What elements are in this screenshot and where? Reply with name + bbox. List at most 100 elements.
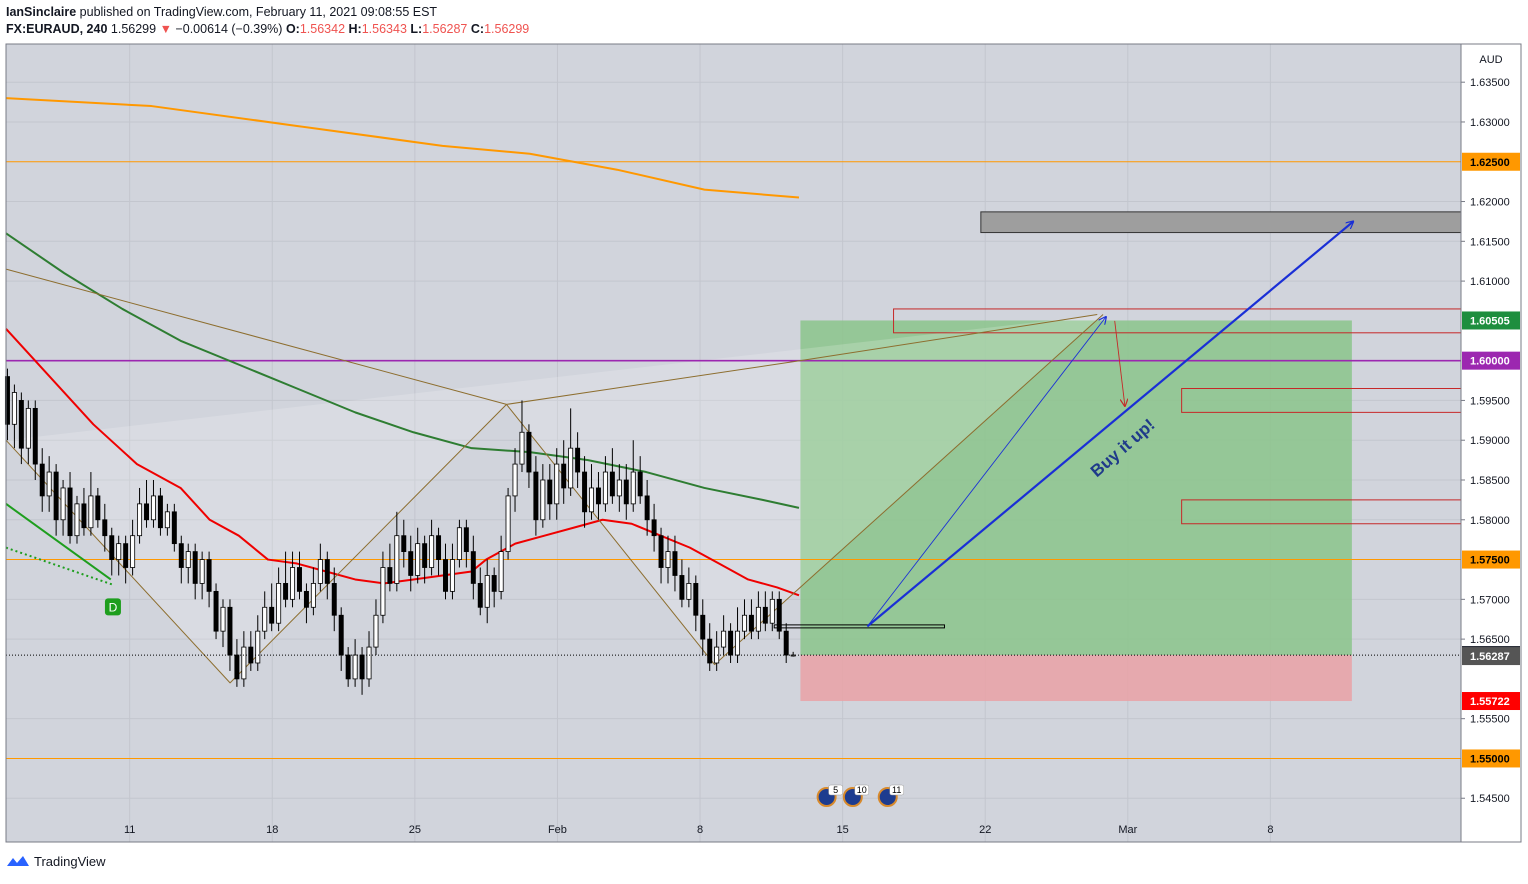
candle-body-15: [109, 535, 115, 560]
candle-body-74: [519, 431, 525, 465]
candle-body-112: [783, 630, 789, 656]
candle-body-56: [394, 535, 400, 584]
candle-body-79: [554, 463, 560, 505]
candle-body-49: [345, 654, 351, 680]
candle-body-46: [324, 559, 330, 584]
zigzag-line: [5, 268, 1098, 405]
event-count-badge-0: [828, 784, 843, 796]
candle-body-99: [693, 583, 699, 616]
candle-body-107: [748, 614, 754, 632]
divergence-marker-bg: [104, 598, 121, 616]
x-tick-label-0: 11: [124, 824, 135, 836]
candle-body-63: [443, 559, 448, 592]
candle-body-39: [276, 583, 282, 624]
candle-body-62: [436, 535, 442, 560]
chart-header: IanSinclaire published on TradingView.co…: [6, 4, 529, 40]
candle-body-88: [616, 479, 622, 497]
candle-body-106: [741, 614, 747, 632]
candle-body-103: [721, 630, 727, 648]
price-label-text-0: 1.62500: [1470, 157, 1510, 169]
candle-body-78: [547, 479, 553, 505]
price-label-bg-6: [1462, 692, 1520, 711]
footer-brand[interactable]: TradingView: [34, 853, 106, 869]
candle-body-65: [456, 527, 462, 560]
candle-body-105: [735, 630, 741, 656]
price-label-text-3: 1.57500: [1470, 555, 1510, 567]
x-tick-label-8: 8: [1267, 824, 1273, 836]
candle-body-96: [672, 551, 678, 576]
candle-body-24: [171, 511, 177, 545]
event-count-badge-2: [889, 784, 904, 796]
candle-body-31: [220, 606, 226, 632]
candle-body-95: [665, 551, 671, 568]
zone-box-3: [980, 211, 1462, 234]
y-tick-label-8: 1.58000: [1470, 515, 1510, 527]
candle-body-41: [290, 567, 296, 600]
candle-body-67: [470, 551, 476, 584]
candle-body-3: [25, 407, 31, 449]
close-label: C:: [470, 22, 485, 36]
candle-body-55: [387, 567, 393, 584]
author-name[interactable]: IanSinclaire: [6, 5, 77, 19]
y-tick-label-10: 1.56500: [1470, 634, 1510, 646]
candle-body-18: [130, 535, 136, 568]
price-label-bg-1: [1462, 311, 1520, 330]
candle-body-38: [269, 606, 275, 624]
candle-body-110: [769, 598, 775, 624]
low-value: 1.56287: [422, 22, 468, 36]
candle-body-102: [714, 646, 720, 664]
candle-body-13: [95, 495, 101, 521]
event-count-text-0: 5: [833, 785, 838, 795]
candle-body-14: [102, 519, 108, 537]
y-tick-label-6: 1.59000: [1470, 435, 1510, 447]
price-label-bg-5: [1462, 647, 1520, 666]
price-label-bg-3: [1462, 550, 1520, 569]
event-count-text-2: 11: [892, 785, 901, 795]
candle-body-76: [533, 471, 539, 521]
green-dotted-line: [5, 546, 114, 586]
price-label-text-5: 1.56287: [1470, 651, 1510, 663]
candle-body-89: [623, 479, 629, 505]
candle-body-91: [637, 471, 643, 497]
publish-line: IanSinclaire published on TradingView.co…: [6, 4, 529, 21]
candle-body-27: [192, 551, 198, 584]
candle-body-48: [338, 614, 344, 656]
ma-green-line: [5, 232, 800, 509]
open-label: O:: [285, 22, 300, 36]
horizontal-ray: [773, 624, 945, 629]
last-price: 1.56299: [110, 22, 157, 36]
candle-body-36: [255, 630, 261, 664]
tradingview-logo-icon[interactable]: [6, 854, 30, 868]
candle-body-52: [366, 646, 372, 680]
candle-body-8: [60, 487, 66, 521]
candles-group: [4, 368, 796, 695]
candle-body-97: [679, 575, 685, 600]
trend-arrow-1: [867, 317, 1106, 627]
candle-body-45: [317, 559, 323, 584]
y-tick-label-3: 1.61500: [1470, 236, 1510, 248]
candle-body-58: [408, 551, 414, 576]
candle-body-104: [728, 630, 734, 656]
candle-body-66: [463, 527, 469, 553]
x-tick-label-6: 22: [979, 824, 991, 836]
candle-body-98: [686, 583, 692, 600]
candle-body-71: [498, 551, 504, 592]
x-tick-label-3: Feb: [548, 824, 567, 836]
close-value: 1.56299: [484, 22, 530, 36]
candle-body-73: [512, 463, 518, 497]
candle-body-37: [262, 606, 268, 632]
y-tick-label-11: 1.55500: [1470, 714, 1510, 726]
ohlc-line: FX:EURAUD, 240 1.56299 ▼ −0.00614 (−0.39…: [6, 21, 529, 38]
candle-body-94: [658, 535, 664, 568]
candle-body-100: [700, 614, 706, 640]
y-tick-label-12: 1.54500: [1470, 793, 1510, 805]
candle-body-109: [762, 606, 768, 624]
ma-orange-line: [5, 97, 800, 199]
y-tick-label-0: 1.63500: [1470, 77, 1510, 89]
candle-body-83: [582, 471, 588, 513]
event-count-text-1: 10: [857, 785, 867, 795]
footer: TradingView: [6, 851, 106, 871]
candle-body-77: [540, 479, 546, 521]
